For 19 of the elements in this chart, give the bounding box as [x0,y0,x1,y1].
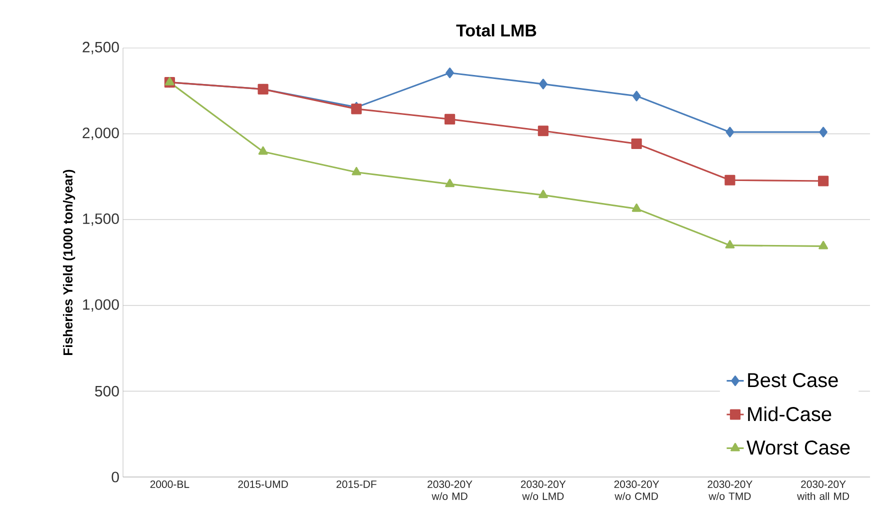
y-tick-label: 500 [95,386,119,397]
legend-label: Best Case [748,373,838,388]
legend-label: Worst Case [746,440,850,455]
x-tick-label: 2015-UMD [238,480,288,488]
x-tick-label: 2000-BL [150,480,190,488]
x-tick-label: 2030-20Y w/o TMD [708,480,752,500]
y-axis-title: Fisheries Yield (1000 ton/year) [62,170,76,355]
x-tick-label: 2030-20Y w/o CMD [614,480,660,500]
legend-label: Mid-Case [748,406,832,422]
y-tick-label: 1,500 [83,213,119,226]
x-tick-label: 2030-20Y w/o MD [428,480,472,500]
chart-title: Total LMB [456,24,536,37]
y-tick-label: 1,000 [83,299,119,312]
x-tick-label: 2030-20Y w/o LMD [520,480,566,500]
x-tick-label: 2030-20Y with all MD [797,480,850,500]
y-tick-label: 2,000 [82,128,119,140]
y-tick-label: 0 [112,472,119,482]
x-tick-label: 2015-DF [336,480,376,488]
y-tick-label: 2,500 [82,42,119,54]
